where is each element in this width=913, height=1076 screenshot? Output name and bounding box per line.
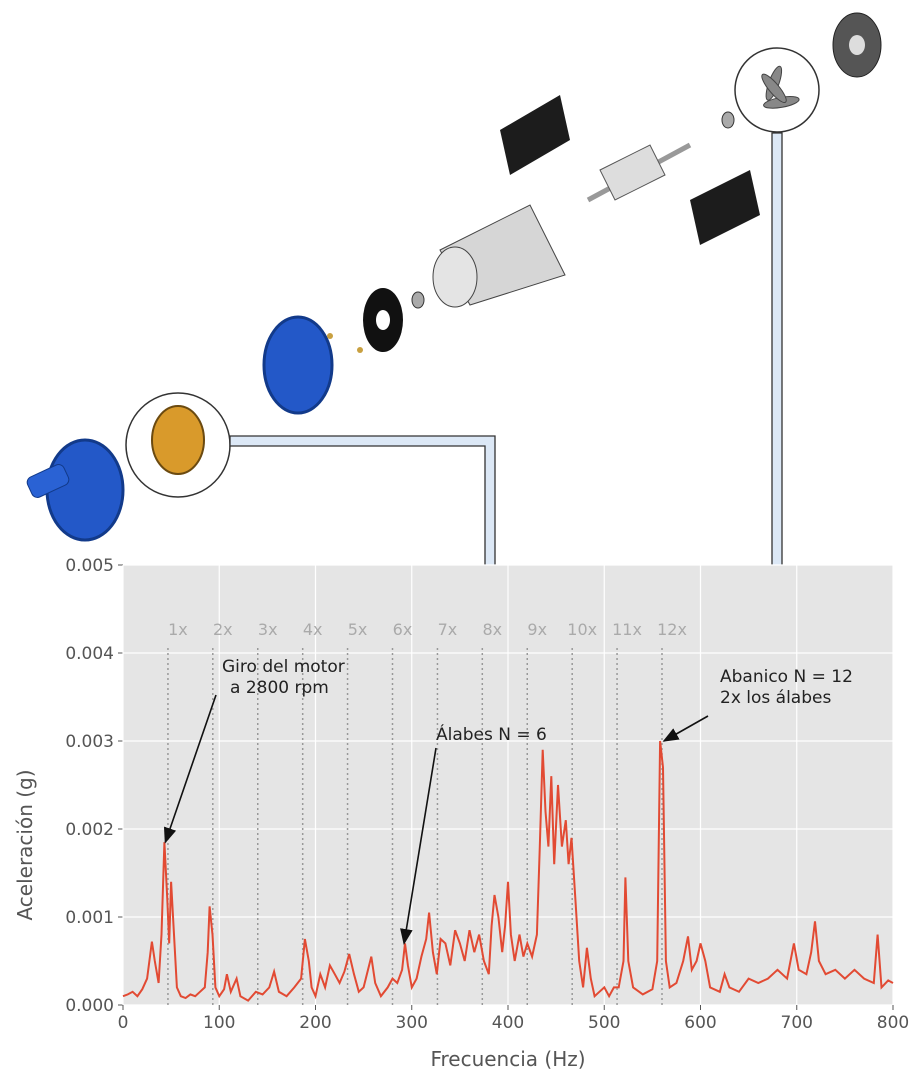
screw [327, 333, 333, 339]
annotation-text: Giro del motor [222, 657, 345, 677]
harmonic-label: 9x [527, 620, 547, 639]
harmonic-label: 6x [393, 620, 413, 639]
screw [357, 347, 363, 353]
pump-housing [264, 317, 332, 413]
x-tick-label: 300 [396, 1013, 428, 1033]
harmonic-label: 8x [482, 620, 502, 639]
harmonic-label: 5x [348, 620, 368, 639]
bearing [722, 112, 734, 128]
harmonic-label: 1x [168, 620, 188, 639]
figure: 0.000 0.001 0.002 0.003 0.004 0.005 0 100 200 300… [0, 0, 913, 1072]
gasket-hole [376, 310, 390, 330]
magnet [500, 95, 570, 175]
end-cap-hole [849, 35, 865, 55]
annotation-text: 2x los álabes [720, 688, 831, 708]
harmonic-label: 2x [213, 620, 233, 639]
x-tick-label: 100 [203, 1013, 235, 1033]
magnet [690, 170, 760, 245]
impeller [152, 406, 204, 474]
x-tick-label: 600 [684, 1013, 716, 1033]
exploded-motor [25, 13, 881, 540]
motor-end [433, 247, 477, 307]
x-axis-label: Frecuencia (Hz) [430, 1047, 585, 1071]
annotation-text: a 2800 rpm [230, 678, 329, 698]
harmonic-label: 7x [438, 620, 458, 639]
x-tick-label: 800 [877, 1013, 909, 1033]
y-tick-label: 0.004 [65, 644, 114, 664]
y-tick-label: 0.003 [65, 732, 114, 752]
x-tick-label: 400 [492, 1013, 524, 1033]
harmonic-label: 12x [657, 620, 687, 639]
y-tick-label: 0.005 [65, 556, 114, 576]
y-tick-label: 0.000 [65, 996, 114, 1016]
rotor [600, 145, 665, 200]
harmonic-label: 11x [612, 620, 642, 639]
harmonic-label: 4x [303, 620, 323, 639]
harmonic-label: 3x [258, 620, 278, 639]
bearing [412, 292, 424, 308]
x-tick-label: 700 [781, 1013, 813, 1033]
annotation-text: Álabes N = 6 [436, 723, 547, 745]
y-tick-label: 0.002 [65, 820, 114, 840]
y-tick-label: 0.001 [65, 908, 114, 928]
x-tick-label: 200 [299, 1013, 331, 1033]
plot: 0.000 0.001 0.002 0.003 0.004 0.005 0 100 200 300… [13, 556, 909, 1071]
annotation-text: Abanico N = 12 [720, 667, 853, 687]
x-tick-label: 0 [118, 1013, 129, 1033]
harmonic-label: 10x [567, 620, 597, 639]
y-axis-label: Aceleración (g) [13, 769, 37, 920]
x-tick-label: 500 [588, 1013, 620, 1033]
pump-cover [47, 440, 123, 540]
